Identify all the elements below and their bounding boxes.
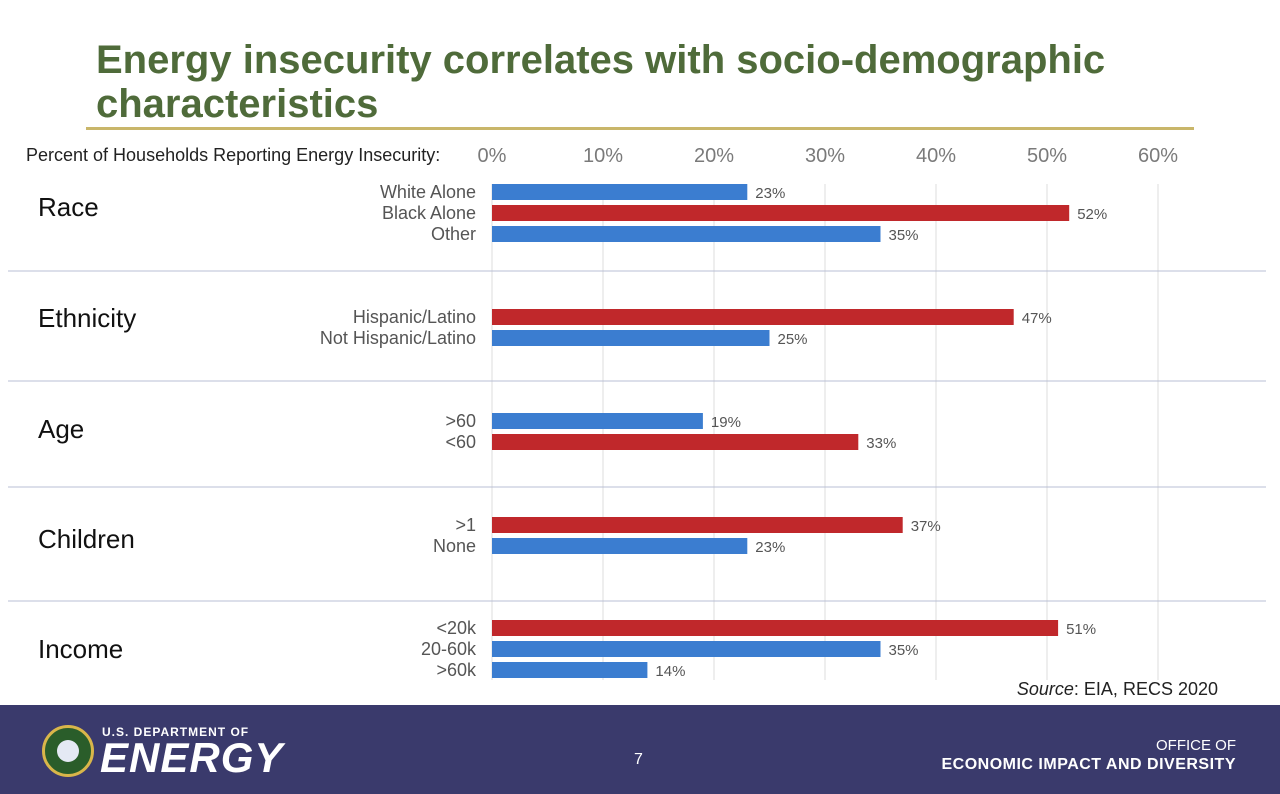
data-label: 14% [655, 663, 685, 680]
group-name: Age [38, 414, 84, 444]
page-number: 7 [634, 751, 643, 768]
office-name: ECONOMIC IMPACT AND DIVERSITY [941, 756, 1236, 773]
category-label: 20-60k [421, 639, 477, 659]
bar [492, 309, 1014, 325]
category-label: <20k [436, 618, 477, 638]
office-label: OFFICE OF [1156, 737, 1236, 754]
bar [492, 434, 859, 450]
x-tick-label: 20% [694, 145, 734, 167]
data-label: 23% [755, 185, 785, 202]
bar [492, 662, 648, 678]
category-label: <60 [445, 432, 476, 452]
x-tick-label: 30% [805, 145, 845, 167]
doe-seal-icon [42, 725, 94, 777]
source-text: : EIA, RECS 2020 [1073, 679, 1218, 699]
data-label: 35% [889, 642, 919, 659]
category-label: None [433, 536, 476, 556]
data-label: 19% [711, 414, 741, 431]
bar [492, 517, 903, 533]
energy-wordmark: ENERGY [100, 734, 284, 781]
group-name: Race [38, 192, 99, 222]
category-label: >60 [445, 411, 476, 431]
bar-chart: 0% 10% 20% 30% 40% 50% 60% Race White Alone 23% Bl… [8, 145, 1266, 680]
data-label: 25% [778, 331, 808, 348]
bar [492, 413, 703, 429]
title-divider [86, 127, 1194, 130]
group-name: Income [38, 634, 123, 664]
data-label: 52% [1077, 206, 1107, 223]
data-label: 37% [911, 518, 941, 535]
bar [492, 641, 881, 657]
data-label: 51% [1066, 621, 1096, 638]
bar [492, 330, 770, 346]
category-label: Not Hispanic/Latino [320, 328, 476, 348]
bar [492, 205, 1070, 221]
bar [492, 538, 748, 554]
x-tick-label: 60% [1138, 145, 1178, 167]
category-label: White Alone [380, 182, 476, 202]
bar [492, 226, 881, 242]
category-label: >1 [455, 515, 476, 535]
bar [492, 184, 748, 200]
data-label: 23% [755, 539, 785, 556]
data-label: 35% [889, 227, 919, 244]
axis-caption: Percent of Households Reporting Energy I… [26, 145, 441, 165]
source-note: Source: EIA, RECS 2020 [1017, 679, 1218, 700]
bar [492, 620, 1059, 636]
source-label: Source [1016, 679, 1074, 699]
category-label: Black Alone [382, 203, 476, 223]
category-label: Other [431, 224, 476, 244]
page-title: Energy insecurity correlates with socio-… [96, 38, 1106, 126]
group-name: Ethnicity [38, 303, 136, 333]
x-tick-label: 40% [916, 145, 956, 167]
data-label: 47% [1022, 310, 1052, 327]
x-tick-label: 50% [1027, 145, 1067, 167]
footer-bar: U.S. DEPARTMENT OF ENERGY 7 OFFICE OF EC… [0, 705, 1280, 794]
department-label: U.S. DEPARTMENT OF [102, 725, 250, 739]
category-label: >60k [436, 660, 477, 680]
x-tick-label: 0% [478, 145, 507, 167]
group-name: Children [38, 524, 135, 554]
x-tick-label: 10% [583, 145, 623, 167]
category-label: Hispanic/Latino [353, 307, 476, 327]
data-label: 33% [866, 435, 896, 452]
